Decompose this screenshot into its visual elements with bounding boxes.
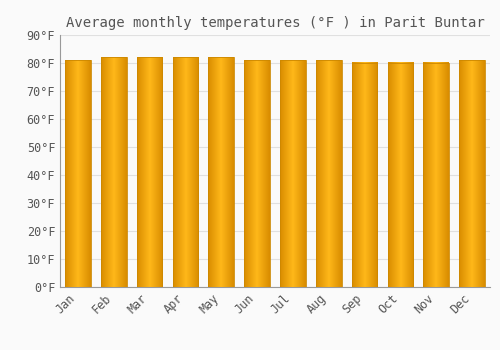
Bar (424, 63, 449, 287)
Bar (459, 60, 485, 287)
Bar (316, 60, 342, 287)
Bar (208, 57, 234, 287)
Bar (101, 57, 126, 287)
Bar (280, 60, 306, 287)
Bar (172, 57, 199, 287)
Bar (65, 60, 91, 287)
Title: Average monthly temperatures (°F ) in Parit Buntar: Average monthly temperatures (°F ) in Pa… (66, 16, 484, 30)
Bar (388, 63, 413, 287)
Bar (136, 57, 162, 287)
Bar (244, 60, 270, 287)
Bar (352, 63, 378, 287)
